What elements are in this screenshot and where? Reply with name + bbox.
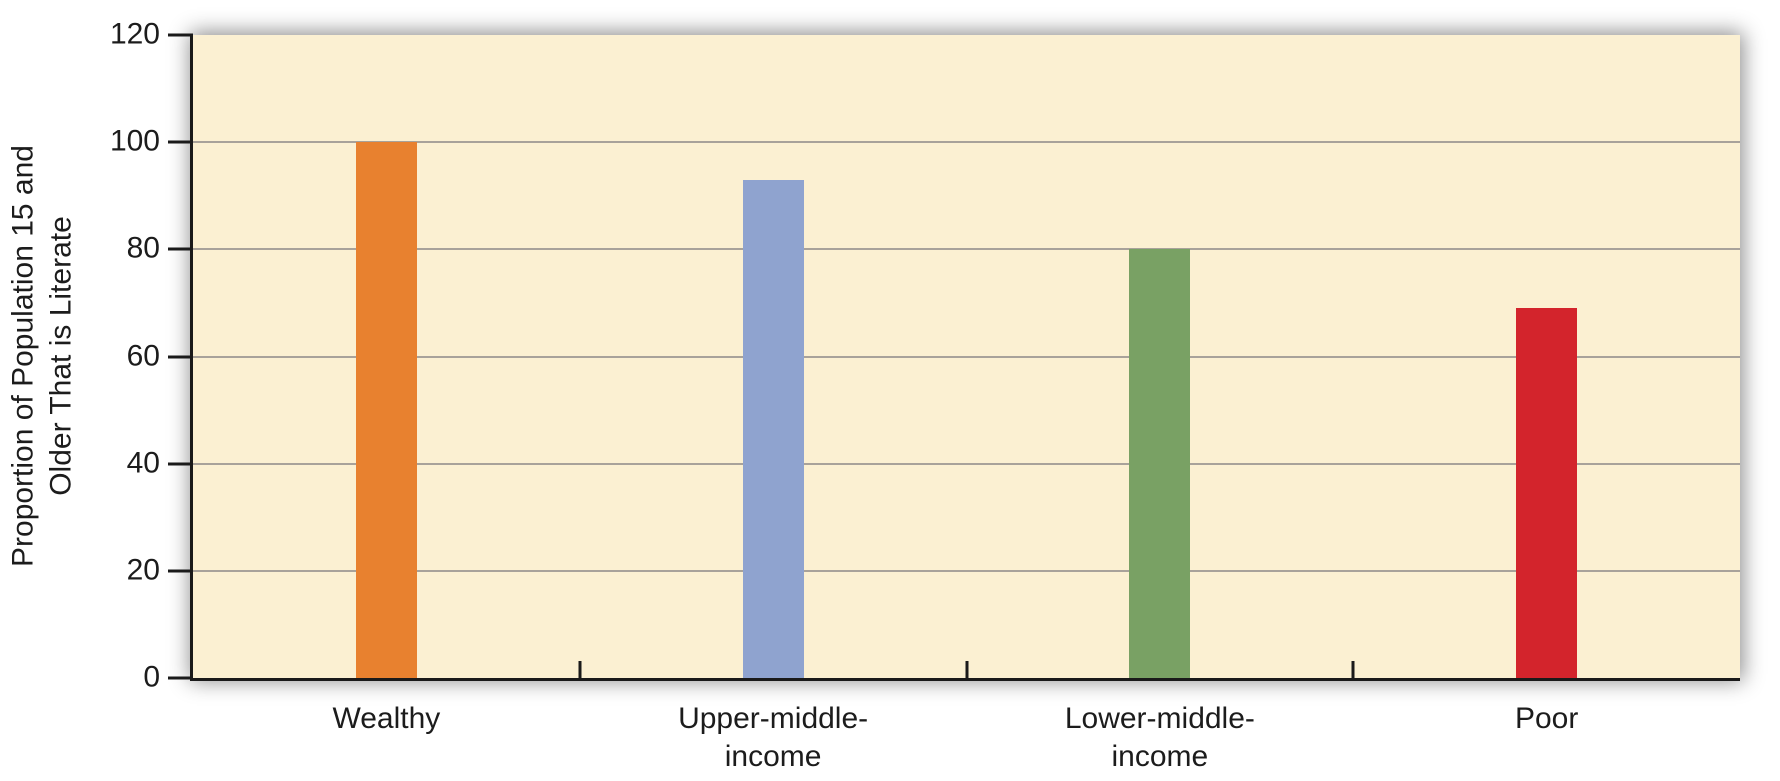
y-tick-label-20: 20 — [126, 553, 160, 587]
y-tick-label-0: 0 — [143, 660, 160, 694]
y-tick-label-60: 60 — [126, 338, 160, 372]
x-tick-3 — [1351, 661, 1355, 678]
x-axis-line — [190, 678, 1740, 681]
bar-wealthy — [355, 142, 417, 678]
y-tick-label-40: 40 — [126, 446, 160, 480]
y-tick-100 — [168, 140, 193, 144]
y-tick-20 — [168, 569, 193, 573]
y-tick-0 — [168, 676, 193, 680]
y-tick-60 — [168, 355, 193, 358]
gridline-60 — [193, 355, 1740, 358]
y-tick-label-100: 100 — [109, 124, 160, 158]
gridline-100 — [193, 141, 1740, 144]
x-category-label-poor: Poor — [1514, 702, 1579, 735]
y-tick-120 — [168, 33, 193, 37]
x-category-label-wealthy: Wealthy — [332, 702, 441, 735]
y-axis-title: Proportion of Population 15 and Older Th… — [6, 145, 78, 567]
bar-lower-middle-income — [1129, 249, 1191, 678]
y-tick-40 — [168, 462, 193, 466]
plot-area: 0 20 40 60 80 100 120 Wealthy Upper-middle- inco… — [110, 19, 1740, 773]
y-axis-line — [190, 35, 193, 681]
bar-poor — [1516, 308, 1578, 678]
x-category-label-upper-middle-income: Upper-middle- income — [678, 702, 869, 773]
gridline-40 — [193, 462, 1740, 465]
bar-upper-middle-income — [742, 179, 804, 678]
y-tick-80 — [168, 247, 193, 251]
y-tick-label-120: 120 — [109, 17, 160, 51]
y-tick-label-80: 80 — [126, 231, 160, 265]
gridline-80 — [193, 248, 1740, 251]
x-tick-1 — [578, 661, 582, 678]
x-category-label-lower-middle-income: Lower-middle- income — [1064, 702, 1255, 773]
x-tick-2 — [965, 661, 968, 678]
gridline-20 — [193, 569, 1740, 572]
